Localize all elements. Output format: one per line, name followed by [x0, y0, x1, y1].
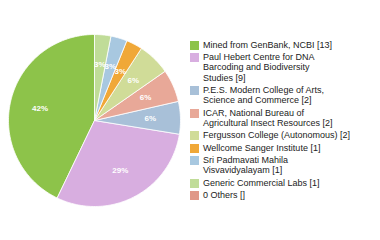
html-text:Wellcome Sanger Institute [1]: Wellcome Sanger Institute [1] — [203, 142, 321, 153]
html-text:0 Others []: 0 Others [] — [203, 190, 245, 201]
html-text:Sri Padmavati Mahila Visvavidy: Sri Padmavati Mahila Visvavidyalayam [1] — [203, 155, 288, 176]
html-text:P.E.S. Modern College of Arts,: P.E.S. Modern College of Arts, Science a… — [203, 85, 324, 106]
svg-text:42%: 42% — [32, 104, 48, 113]
html-text:Generic Commercial Labs [1]: Generic Commercial Labs [1] — [203, 177, 320, 188]
html-text:ICAR, National Bureau of Agric: ICAR, National Bureau of Agricultural In… — [203, 107, 333, 128]
svg-text:6%: 6% — [145, 114, 157, 123]
html-text:Paul Hebert Centre for DNA Bar: Paul Hebert Centre for DNA Barcoding and… — [203, 51, 315, 83]
svg-text:29%: 29% — [112, 166, 128, 175]
svg-text:6%: 6% — [140, 93, 152, 102]
svg-text:3%: 3% — [115, 66, 127, 75]
svg-text:3%: 3% — [94, 60, 106, 69]
svg-text:6%: 6% — [128, 76, 140, 85]
html-text:Mined from GenBank, NCBI [13]: Mined from GenBank, NCBI [13] — [203, 39, 333, 50]
svg-text:3%: 3% — [105, 62, 117, 71]
html-text:Fergusson College (Autonomous): Fergusson College (Autonomous) [2] — [203, 130, 351, 141]
